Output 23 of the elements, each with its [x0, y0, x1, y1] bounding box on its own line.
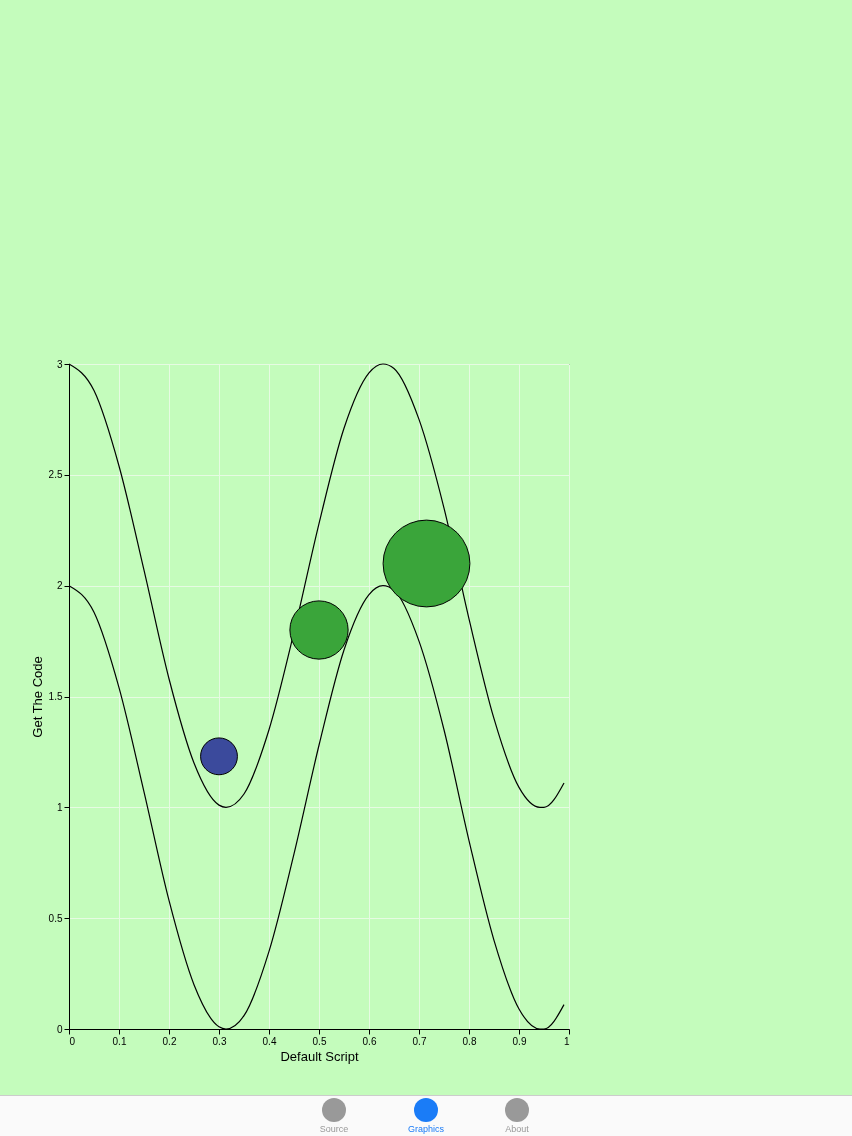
x-tick-label: 0.2 [162, 1035, 177, 1047]
x-tick-label: 0.9 [512, 1035, 527, 1047]
x-tick-label: 0 [69, 1035, 76, 1047]
x-tick-label: 1 [563, 1035, 570, 1047]
x-tick-label: 0.1 [112, 1035, 127, 1047]
x-tick-label: 0.7 [412, 1035, 427, 1047]
text: About [505, 1124, 529, 1134]
y-axis-title: Get The Code [29, 656, 45, 738]
y-tick-label: 2 [56, 580, 63, 592]
x-axis-title: Default Script [280, 1048, 359, 1064]
x-tick-label: 0.6 [362, 1035, 377, 1047]
y-tick-label: 0 [56, 1023, 63, 1035]
x-tick-label: 0.3 [212, 1035, 227, 1047]
y-tick-label: 1.5 [48, 691, 63, 702]
x-tick-label: 0.4 [262, 1035, 277, 1047]
y-tick-label: 0.5 [48, 912, 63, 924]
y-tick-label: 3 [56, 358, 63, 370]
x-tick-label: 0.8 [462, 1035, 477, 1047]
y-tick-label: 2.5 [48, 469, 63, 481]
x-tick-label: 0.5 [312, 1035, 327, 1047]
text: Source [319, 1124, 349, 1134]
text: Graphics [407, 1124, 444, 1134]
y-tick-label: 1 [56, 801, 63, 813]
